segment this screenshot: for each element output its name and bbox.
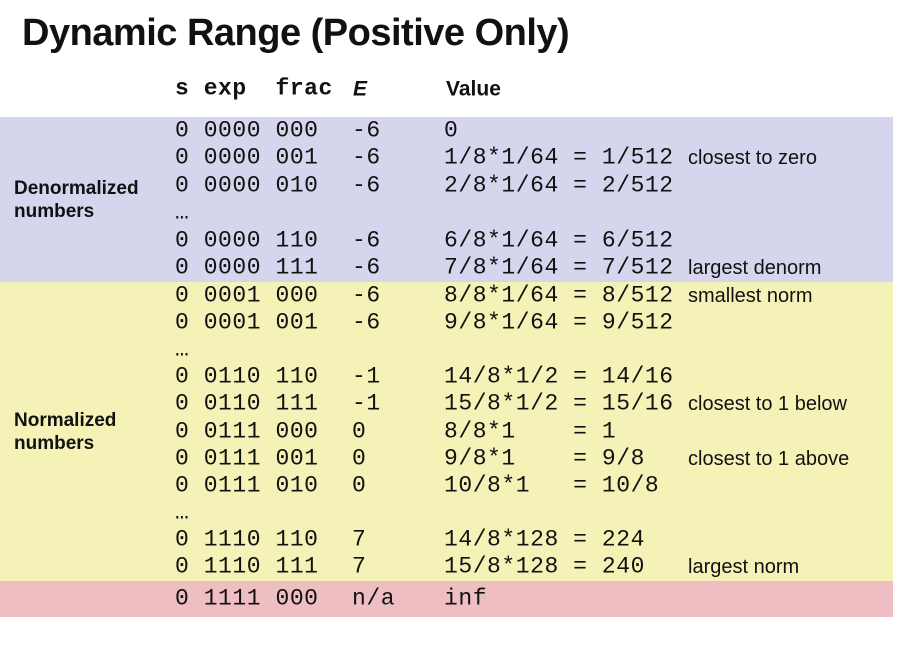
normalized-group-label: Normalized numbers — [14, 409, 117, 454]
table-row-ellipsis: … — [0, 500, 893, 527]
value-cell: 8/8*1/64 = 8/512 — [444, 282, 674, 309]
table-row-ellipsis: … — [0, 200, 893, 228]
value-cell: 14/8*128 = 224 — [444, 526, 645, 553]
note-cell: closest to 1 above — [688, 447, 850, 470]
value-cell: 9/8*1/64 = 9/512 — [444, 309, 674, 336]
exponent-cell: -6 — [352, 144, 381, 171]
note-cell: largest denorm — [688, 257, 822, 280]
header-exponent-column: E — [353, 77, 368, 101]
header-value-column: Value — [446, 77, 501, 101]
table-row: 0 0110 111 -1 15/8*1/2 = 15/16 closest t… — [0, 391, 893, 418]
exponent-cell: n/a — [352, 585, 396, 612]
table-row: 0 1111 000 n/a inf — [0, 581, 893, 617]
bits-cell: 0 0001 000 — [175, 282, 319, 309]
table-row: 0 1110 111 7 15/8*128 = 240 largest norm — [0, 554, 893, 581]
table-row: 0 0111 001 0 9/8*1 = 9/8 closest to 1 ab… — [0, 445, 893, 472]
note-cell: closest to zero — [688, 147, 817, 170]
ellipsis-cell: … — [175, 199, 190, 226]
table-row: 0 0111 000 0 8/8*1 = 1 — [0, 418, 893, 445]
exponent-cell: 7 — [352, 553, 367, 580]
table-row: 0 0111 010 0 10/8*1 = 10/8 — [0, 472, 893, 499]
bits-cell: 0 0110 111 — [175, 390, 319, 417]
bits-cell: 0 0000 110 — [175, 227, 319, 254]
value-cell: 0 — [444, 117, 459, 144]
exponent-cell: 0 — [352, 418, 367, 445]
value-cell: 6/8*1/64 = 6/512 — [444, 227, 674, 254]
exponent-cell: 0 — [352, 445, 367, 472]
bits-cell: 0 0000 000 — [175, 117, 319, 144]
note-cell: largest norm — [688, 556, 800, 579]
bits-cell: 0 0111 001 — [175, 445, 319, 472]
bits-cell: 0 1110 110 — [175, 526, 319, 553]
exponent-cell: 7 — [352, 526, 367, 553]
exponent-cell: -6 — [352, 282, 381, 309]
bits-cell: 0 1110 111 — [175, 553, 319, 580]
exponent-cell: -6 — [352, 309, 381, 336]
table-row: 0 0000 111 -6 7/8*1/64 = 7/512 largest d… — [0, 255, 893, 283]
header-bits-columns: s exp frac — [175, 75, 333, 102]
table-row: 0 1110 110 7 14/8*128 = 224 — [0, 527, 893, 554]
value-cell: 8/8*1 = 1 — [444, 418, 617, 445]
value-cell: 15/8*1/2 = 15/16 — [444, 390, 674, 417]
bits-cell: 0 0000 111 — [175, 254, 319, 281]
value-cell: 9/8*1 = 9/8 — [444, 445, 645, 472]
ellipsis-cell: … — [175, 336, 190, 363]
slide-title: Dynamic Range (Positive Only) — [22, 12, 570, 54]
exponent-cell: -6 — [352, 254, 381, 281]
exponent-cell: -1 — [352, 363, 381, 390]
value-cell: inf — [444, 585, 488, 612]
infinity-band: 0 1111 000 n/a inf — [0, 581, 893, 617]
value-cell: 10/8*1 = 10/8 — [444, 472, 660, 499]
normalized-band: Normalized numbers 0 0001 000 -6 8/8*1/6… — [0, 282, 893, 581]
table-row: 0 0000 010 -6 2/8*1/64 = 2/512 — [0, 172, 893, 200]
bits-cell: 0 1111 000 — [175, 585, 319, 612]
ellipsis-cell: … — [175, 499, 190, 526]
table-row: 0 0001 001 -6 9/8*1/64 = 9/512 — [0, 309, 893, 336]
table-row: 0 0000 001 -6 1/8*1/64 = 1/512 closest t… — [0, 145, 893, 173]
denormalized-group-label: Denormalized numbers — [14, 177, 139, 222]
bits-cell: 0 0111 010 — [175, 472, 319, 499]
table-header-row: s exp frac E Value — [0, 74, 893, 104]
exponent-cell: -6 — [352, 172, 381, 199]
table-row: 0 0001 000 -6 8/8*1/64 = 8/512 smallest … — [0, 282, 893, 309]
exponent-cell: -6 — [352, 227, 381, 254]
bits-cell: 0 0000 001 — [175, 144, 319, 171]
denormalized-band: Denormalized numbers 0 0000 000 -6 0 0 0… — [0, 117, 893, 282]
table-row: 0 0000 000 -6 0 — [0, 117, 893, 145]
bits-cell: 0 0000 010 — [175, 172, 319, 199]
bits-cell: 0 0001 001 — [175, 309, 319, 336]
exponent-cell: -6 — [352, 117, 381, 144]
bits-cell: 0 0110 110 — [175, 363, 319, 390]
table-row: 0 0000 110 -6 6/8*1/64 = 6/512 — [0, 227, 893, 255]
table-row-ellipsis: … — [0, 336, 893, 363]
note-cell: closest to 1 below — [688, 393, 847, 416]
note-cell: smallest norm — [688, 284, 813, 307]
table-row: 0 0110 110 -1 14/8*1/2 = 14/16 — [0, 364, 893, 391]
bits-cell: 0 0111 000 — [175, 418, 319, 445]
value-cell: 2/8*1/64 = 2/512 — [444, 172, 674, 199]
value-cell: 14/8*1/2 = 14/16 — [444, 363, 674, 390]
exponent-cell: -1 — [352, 390, 381, 417]
table-body: Denormalized numbers 0 0000 000 -6 0 0 0… — [0, 117, 893, 617]
value-cell: 1/8*1/64 = 1/512 — [444, 144, 674, 171]
exponent-cell: 0 — [352, 472, 367, 499]
value-cell: 7/8*1/64 = 7/512 — [444, 254, 674, 281]
value-cell: 15/8*128 = 240 — [444, 553, 645, 580]
